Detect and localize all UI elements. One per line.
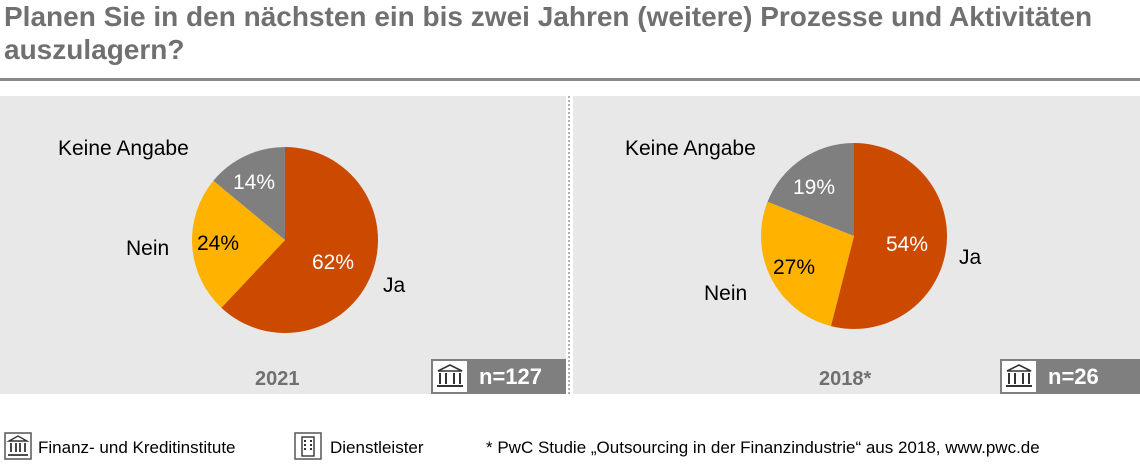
pie-chart-2018: [761, 143, 947, 329]
panel-2021: Keine Angabe Nein Ja 14% 24% 62% 2021 n=…: [0, 96, 566, 394]
pie-slice-keine-angabe: [213, 147, 285, 240]
slice-value-keine-angabe: 19%: [793, 176, 836, 199]
slice-value-keine-angabe: 14%: [233, 171, 276, 194]
pie-slices-2018: [761, 143, 947, 329]
footnote: * PwC Studie „Outsourcing in der Finanzi…: [486, 438, 1040, 457]
pie-slice-keine-angabe: [767, 143, 854, 236]
legend-dienst-label: Dienstleister: [330, 438, 424, 457]
pie-chart-2021: [192, 147, 378, 333]
bank-icon: [4, 432, 32, 465]
legend-finanz-label: Finanz- und Kreditinstitute: [38, 438, 236, 457]
pie-slice-nein: [192, 180, 285, 308]
title-rule: [0, 78, 1140, 81]
pie-slice-ja: [221, 147, 378, 333]
bank-icon: [1000, 359, 1038, 394]
chart-title: Planen Sie in den nächsten ein bis zwei …: [4, 1, 1093, 65]
panel-divider: [568, 96, 570, 394]
slice-value-nein: 24%: [197, 232, 240, 255]
year-label-2018: 2018*: [819, 368, 872, 390]
slice-label-nein: Nein: [704, 282, 748, 305]
slice-label-keine-angabe: Keine Angabe: [58, 137, 189, 160]
slice-value-nein: 27%: [773, 256, 816, 279]
office-building-icon: [294, 432, 322, 465]
slice-value-ja: 54%: [886, 233, 929, 256]
pie-slice-ja: [830, 143, 947, 329]
sample-size-badge-2021: n=127: [469, 359, 566, 394]
slice-label-ja: Ja: [383, 274, 406, 297]
slice-label-nein: Nein: [126, 237, 170, 260]
pie-slice-nein: [761, 201, 854, 327]
sample-size-badge-2018: n=26: [1038, 359, 1140, 394]
slice-label-keine-angabe: Keine Angabe: [625, 137, 756, 160]
bank-icon: [431, 359, 469, 394]
pie-slices-2021: [192, 147, 378, 333]
panel-2018: Keine Angabe Nein Ja 19% 27% 54% 2018* n…: [573, 96, 1140, 394]
slice-value-ja: 62%: [312, 251, 355, 274]
year-label-2021: 2021: [255, 368, 300, 390]
slice-label-ja: Ja: [959, 246, 982, 269]
